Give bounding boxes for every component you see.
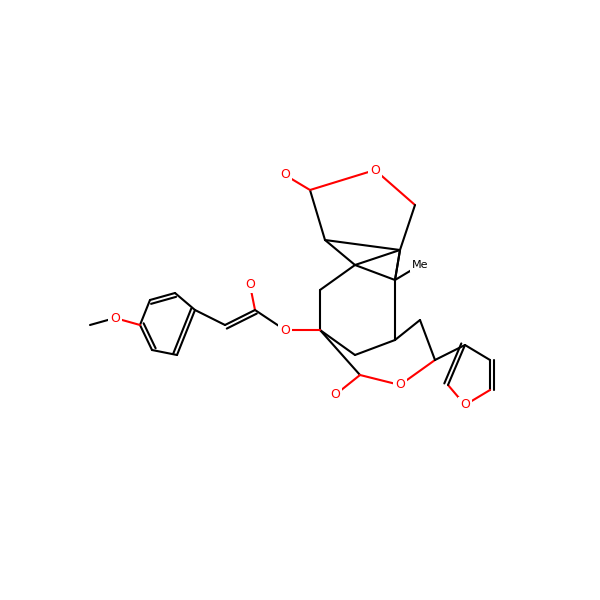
- Text: O: O: [280, 323, 290, 337]
- Text: O: O: [460, 398, 470, 412]
- Text: O: O: [395, 379, 405, 391]
- Text: O: O: [370, 163, 380, 176]
- Text: Me: Me: [412, 260, 428, 270]
- Text: O: O: [245, 278, 255, 292]
- Text: O: O: [110, 311, 120, 325]
- Text: O: O: [330, 389, 340, 401]
- Text: O: O: [280, 169, 290, 181]
